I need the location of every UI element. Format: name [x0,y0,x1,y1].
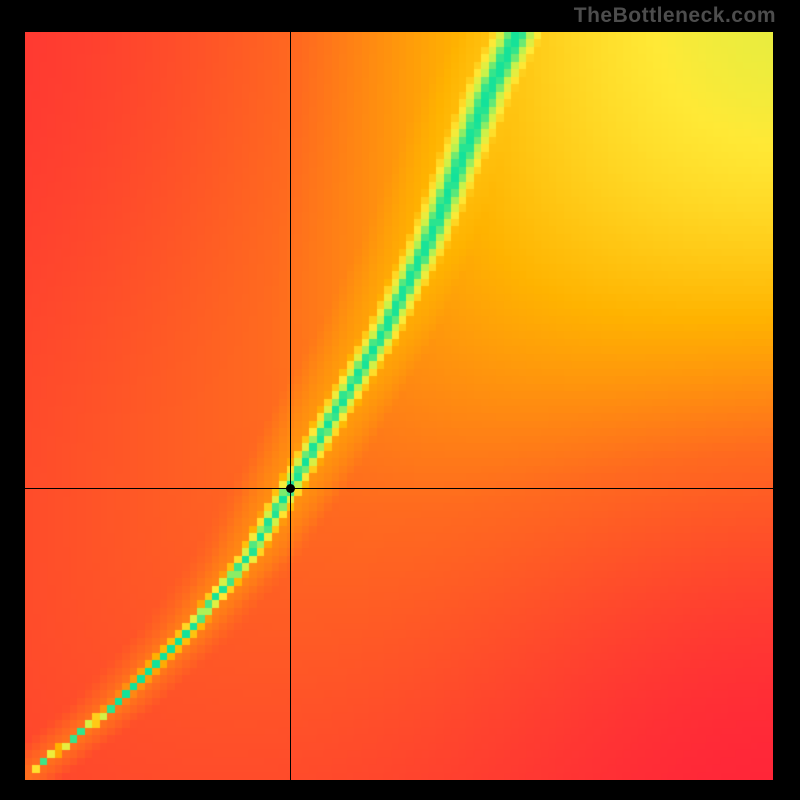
marker-dot [286,484,295,493]
heatmap-canvas [25,32,773,780]
stage: TheBottleneck.com [0,0,800,800]
crosshair-vertical [290,32,291,780]
crosshair-horizontal [25,488,773,489]
watermark-text: TheBottleneck.com [574,4,776,28]
